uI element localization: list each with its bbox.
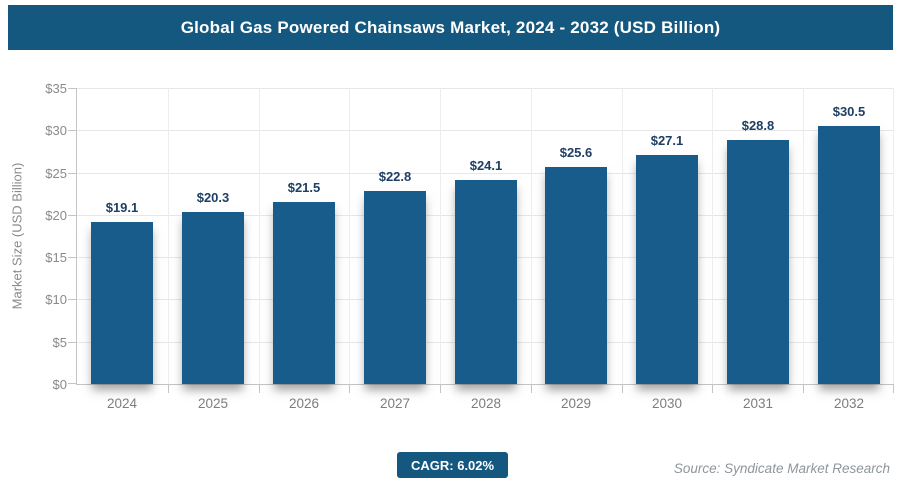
x-axis-tick <box>168 385 169 393</box>
bar <box>273 202 335 384</box>
chart-title: Global Gas Powered Chainsaws Market, 202… <box>180 17 721 37</box>
y-tick-label: $10 <box>45 292 67 307</box>
bar-value-label: $19.1 <box>105 200 139 215</box>
y-tick-label: $20 <box>45 208 67 223</box>
y-tick-label: $35 <box>45 81 67 96</box>
gridline-v <box>168 88 169 384</box>
bar-value-label: $22.8 <box>378 169 412 184</box>
x-axis-tick <box>531 385 532 393</box>
bar-value-label: $30.5 <box>832 104 866 119</box>
y-axis-tick <box>68 257 76 258</box>
bar <box>727 140 789 384</box>
y-axis-tick <box>68 383 76 384</box>
y-axis-tick <box>68 173 76 174</box>
x-tick-label: 2030 <box>651 396 683 411</box>
y-axis-tick <box>68 130 76 131</box>
bar <box>455 180 517 384</box>
y-axis-tick <box>68 342 76 343</box>
source-note: Source: Syndicate Market Research <box>673 461 890 476</box>
gridline-v <box>712 88 713 384</box>
x-axis-tick <box>622 385 623 393</box>
x-tick-label: 2029 <box>560 396 592 411</box>
x-axis-tick <box>440 385 441 393</box>
gridline-v <box>622 88 623 384</box>
bar <box>636 155 698 384</box>
chart-title-bar: Global Gas Powered Chainsaws Market, 202… <box>8 5 893 50</box>
cagr-badge: CAGR: 6.02% <box>397 452 509 478</box>
y-axis-tick <box>68 88 76 89</box>
y-tick-label: $15 <box>45 250 67 265</box>
bar <box>818 126 880 384</box>
gridline-v <box>440 88 441 384</box>
gridline-h <box>77 173 894 174</box>
gridline-v <box>349 88 350 384</box>
bar <box>91 222 153 384</box>
x-tick-label: 2031 <box>742 396 774 411</box>
bar-value-label: $24.1 <box>469 158 503 173</box>
x-axis-tick <box>803 385 804 393</box>
bar <box>182 212 244 384</box>
bar-value-label: $27.1 <box>650 133 684 148</box>
y-tick-label: $25 <box>45 166 67 181</box>
x-tick-label: 2032 <box>833 396 865 411</box>
y-tick-label: $5 <box>52 335 67 350</box>
bar <box>545 167 607 384</box>
bar-value-label: $20.3 <box>196 190 230 205</box>
gridline-h <box>77 88 894 89</box>
y-tick-label: $0 <box>52 377 67 392</box>
x-tick-label: 2024 <box>106 396 138 411</box>
bar <box>364 191 426 384</box>
bar-value-label: $28.8 <box>741 118 775 133</box>
gridline-v <box>531 88 532 384</box>
x-axis-tick <box>712 385 713 393</box>
y-axis-title: Market Size (USD Billion) <box>9 162 25 310</box>
bar-value-label: $21.5 <box>287 180 321 195</box>
bar-value-label: $25.6 <box>559 145 593 160</box>
gridline-v <box>893 88 894 384</box>
x-axis-tick <box>893 385 894 393</box>
gridline-h <box>77 130 894 131</box>
y-axis-tick <box>68 215 76 216</box>
plot-area: $0 $5 $10 $15 $20 $25 $30 $35 $19.1 2024 $20.3 2025… <box>45 81 894 411</box>
x-tick-label: 2028 <box>470 396 502 411</box>
x-axis-tick <box>349 385 350 393</box>
x-tick-label: 2026 <box>288 396 320 411</box>
gridline-v <box>259 88 260 384</box>
x-axis-tick <box>259 385 260 393</box>
y-tick-label: $30 <box>45 123 67 138</box>
x-tick-label: 2027 <box>379 396 411 411</box>
gridline-v <box>803 88 804 384</box>
x-tick-label: 2025 <box>197 396 229 411</box>
y-axis-tick <box>68 299 76 300</box>
